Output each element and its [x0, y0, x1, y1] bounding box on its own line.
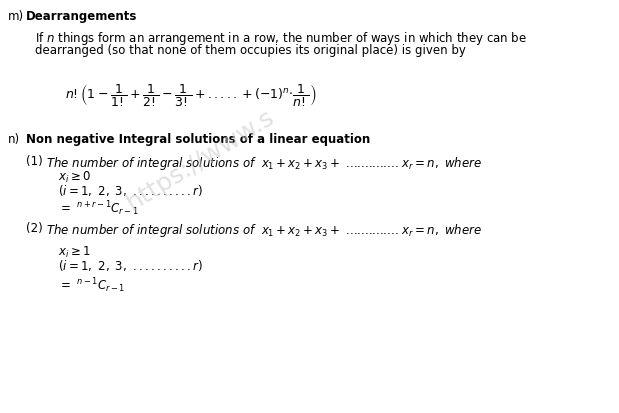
Text: (2): (2) — [26, 221, 43, 235]
Text: $n!\left(1-\dfrac{1}{1!}+\dfrac{1}{2!}-\dfrac{1}{3!}+.....+(-1)^{n}{\cdot}\dfrac: $n!\left(1-\dfrac{1}{1!}+\dfrac{1}{2!}-\… — [65, 82, 317, 108]
Text: If $n$ things form an arrangement in a row, the number of ways in which they can: If $n$ things form an arrangement in a r… — [35, 30, 527, 47]
Text: $x_i \geq 0$: $x_i \geq 0$ — [58, 170, 91, 185]
Text: m): m) — [8, 10, 24, 23]
Text: n): n) — [8, 133, 20, 146]
Text: $(i = 1,\ 2,\ 3,\ ..........r)$: $(i = 1,\ 2,\ 3,\ ..........r)$ — [58, 257, 203, 272]
Text: $=\ ^{n+r-1}C_{r-1}$: $=\ ^{n+r-1}C_{r-1}$ — [58, 199, 139, 217]
Text: https://www.s: https://www.s — [121, 104, 279, 215]
Text: $x_i \geq 1$: $x_i \geq 1$ — [58, 244, 91, 259]
Text: Non negative Integral solutions of a linear equation: Non negative Integral solutions of a lin… — [26, 133, 370, 146]
Text: $=\ ^{n-1}C_{r-1}$: $=\ ^{n-1}C_{r-1}$ — [58, 275, 126, 294]
Text: $(i = 1,\ 2,\ 3,\ ..........r)$: $(i = 1,\ 2,\ 3,\ ..........r)$ — [58, 183, 203, 197]
Text: (1): (1) — [26, 154, 43, 168]
Text: dearranged (so that none of them occupies its original place) is given by: dearranged (so that none of them occupie… — [35, 44, 466, 57]
Text: Dearrangements: Dearrangements — [26, 10, 137, 23]
Text: $\mathit{The\ number\ of\ integral\ solutions\ of}$$\ \ x_1 + x_2 + x_3 +$ .....: $\mathit{The\ number\ of\ integral\ solu… — [46, 221, 482, 238]
Text: $\mathit{The\ number\ of\ integral\ solutions\ of}$$\ \ x_1 + x_2 + x_3 +$ .....: $\mathit{The\ number\ of\ integral\ solu… — [46, 154, 482, 171]
